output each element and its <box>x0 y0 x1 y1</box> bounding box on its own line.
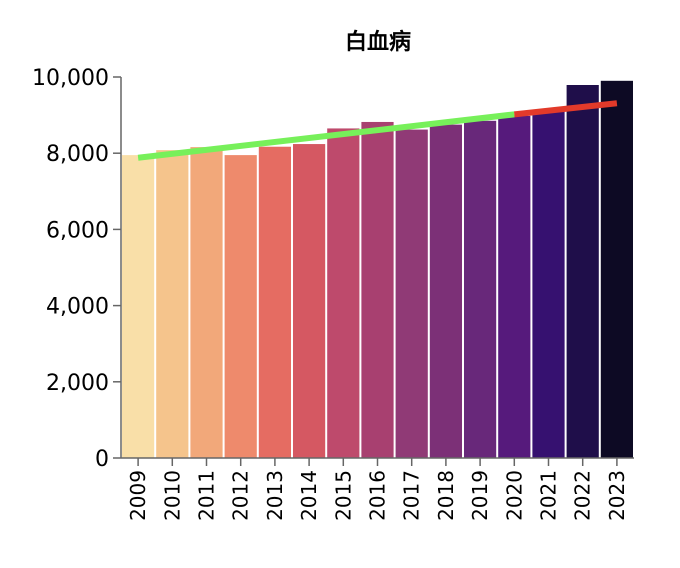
bar-2012 <box>224 155 257 459</box>
bar-2017 <box>395 129 428 458</box>
bar-2020 <box>498 115 531 458</box>
bar-2011 <box>190 147 223 458</box>
x-tick-label: 2018 <box>434 470 458 521</box>
y-axis: 0 2,000 4,000 6,000 8,000 10,000 <box>32 66 122 472</box>
bar-2022 <box>566 85 599 458</box>
bars-group <box>122 80 633 459</box>
x-tick-label: 2010 <box>160 470 184 521</box>
x-tick-label: 2015 <box>331 470 355 521</box>
chart-title: 白血病 <box>345 29 411 55</box>
x-tick-label: 2014 <box>297 470 321 521</box>
y-tick-label: 4,000 <box>46 295 109 320</box>
x-tick-label: 2012 <box>229 470 253 521</box>
y-tick-label: 8,000 <box>46 142 109 167</box>
bar-2023 <box>600 80 633 458</box>
x-tick-label: 2011 <box>195 470 219 521</box>
bar-2010 <box>156 150 189 459</box>
bar-2018 <box>429 124 462 458</box>
bar-2014 <box>293 144 326 458</box>
x-tick-label: 2021 <box>537 470 561 521</box>
bar-2021 <box>532 109 565 459</box>
y-tick-label: 6,000 <box>46 218 109 243</box>
y-tick-label: 10,000 <box>32 66 109 91</box>
x-axis: 2009 2010 2011 2012 2013 2014 2015 2016 2017 2018… <box>121 457 634 521</box>
x-tick-label: 2020 <box>502 470 526 521</box>
bar-2013 <box>258 146 291 458</box>
y-tick-label: 2,000 <box>46 371 109 396</box>
trend-lines-group <box>137 100 618 161</box>
bar-2019 <box>464 120 497 458</box>
x-tick-label: 2022 <box>571 470 595 521</box>
bar-2009 <box>122 155 155 459</box>
bar-2015 <box>327 128 360 458</box>
bar-2016 <box>361 121 394 458</box>
trend-line-1 <box>137 111 515 161</box>
y-tick-label: 0 <box>95 447 109 472</box>
x-tick-label: 2013 <box>263 470 287 521</box>
x-tick-label: 2017 <box>400 470 424 521</box>
trend-line-2 <box>513 100 618 118</box>
x-tick-label: 2023 <box>605 470 629 521</box>
x-tick-label: 2019 <box>468 470 492 521</box>
x-tick-label: 2009 <box>126 470 150 521</box>
x-tick-label: 2016 <box>366 470 390 521</box>
